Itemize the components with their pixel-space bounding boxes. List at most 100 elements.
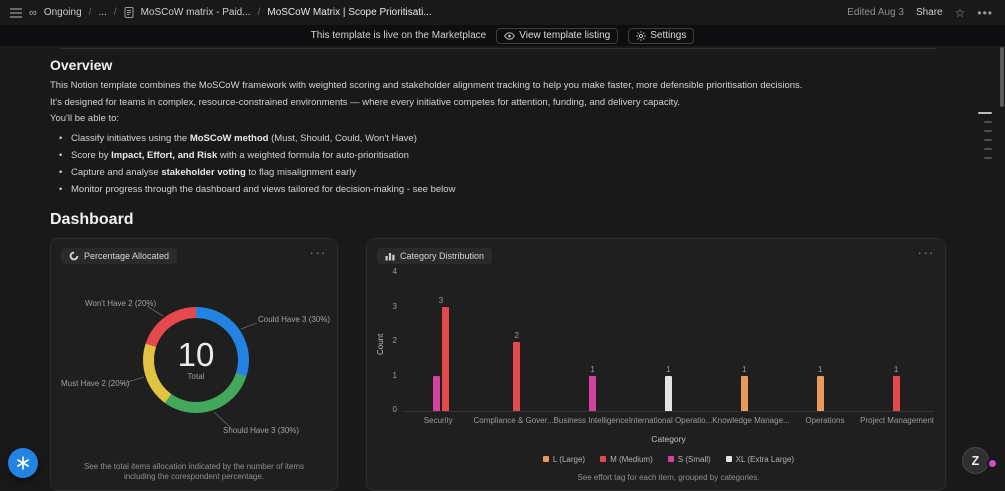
breadcrumb-separator: / [88,7,92,18]
legend-label: L (Large) [552,454,586,464]
bullet-item: Score by Impact, Effort, and Risk with a… [50,147,946,164]
card-menu-button[interactable]: ··· [309,244,327,260]
donut-total-value: 10 [177,336,215,373]
ai-assistant-button[interactable] [8,448,38,478]
donut-label-could-have: Could Have 3 (30%) [258,314,331,324]
overview-paragraph-1: This Notion template combines the MoSCoW… [50,80,803,91]
y-axis-title: Count [376,333,385,355]
x-tick-label: Security [423,415,453,425]
legend-label: XL (Extra Large) [735,454,795,464]
bullet-item: Monitor progress through the dashboard a… [50,181,946,198]
legend-item: L (Large) [542,454,586,464]
bar[interactable] [892,376,900,411]
overview-heading: Overview [50,57,113,73]
category-distribution-badge[interactable]: Category Distribution [377,247,493,264]
bar-group: 1 [706,274,782,411]
bar[interactable] [441,307,449,411]
outline-dash[interactable] [984,130,992,132]
bar-plot: Count 0 1 2 3 4 3 2 1 1 1 1 1 [376,267,934,414]
percentage-allocated-badge[interactable]: Percentage Allocated [61,247,178,264]
sparkle-icon [17,456,29,470]
settings-label: Settings [650,30,687,41]
bar[interactable] [740,376,748,411]
scrollbar-thumb[interactable] [1000,47,1004,107]
donut-total-label: Total [187,372,205,381]
percentage-allocated-card: Percentage Allocated ··· 10 Total Won't … [50,237,338,491]
share-button[interactable]: Share [915,7,943,18]
outline-dash[interactable] [984,148,992,150]
card-menu-button[interactable]: ··· [917,244,935,260]
bar[interactable] [664,376,672,411]
donut-card-caption: See the total items allocation indicated… [83,461,305,482]
bar-card-caption: See effort tag for each item, grouped by… [577,472,760,482]
bullet-item: Capture and analyse stakeholder voting t… [50,164,946,181]
breadcrumb-parent-page[interactable]: MoSCoW matrix - Paid... [140,7,251,18]
legend-item: S (Small) [667,454,711,464]
category-distribution-card: Category Distribution ··· Count 0 1 2 3 4 3 2… [366,237,946,491]
bullet-text: Classify initiatives using the [71,132,190,144]
breadcrumb-workspace[interactable]: Ongoing [43,7,82,18]
bullet-text: with a weighted formula for auto-priorit… [217,149,409,161]
notification-dot[interactable] [987,458,998,469]
legend-label: S (Small) [677,454,711,464]
edited-timestamp: Edited Aug 3 [847,7,904,18]
x-tick-label: International Operatio... [628,415,713,425]
y-tick-label: 0 [392,405,397,414]
outline-dash[interactable] [978,112,992,114]
bar[interactable] [513,341,521,411]
bar-group: 1 [782,274,858,411]
bullet-text: Monitor progress through the dashboard a… [71,183,456,195]
donut-chart: 10 Total Won't Have 2 (20%) Could Have 3… [51,264,337,460]
breadcrumb-current-page[interactable]: MoSCoW Matrix | Scope Prioritisati... [267,7,432,18]
widget-z-button[interactable]: Z [962,447,989,474]
outline-indicator[interactable] [978,112,992,159]
top-bar: ∞ Ongoing / ... / MoSCoW matrix - Paid..… [0,0,1005,25]
breadcrumb-separator: / [113,7,117,18]
bar[interactable] [589,376,597,411]
page-top-divider [60,48,936,49]
more-options-icon[interactable]: ••• [977,5,993,20]
bar-value-label: 1 [666,365,671,374]
page-content: Overview This Notion template combines t… [0,48,1005,491]
x-axis-labels: Security Compliance & Gover... Business In… [403,416,934,425]
teamspace-icon: ∞ [29,6,37,19]
bar-value-label: 1 [590,365,595,374]
eye-icon [504,31,516,40]
legend-swatch [725,456,732,462]
bar[interactable] [816,376,824,411]
bar[interactable] [432,376,440,411]
outline-dash[interactable] [984,157,992,159]
legend-swatch [667,456,674,462]
card-title: Percentage Allocated [84,250,170,261]
legend-swatch [542,456,549,462]
legend-swatch [600,456,607,462]
bullet-text: Capture and analyse [71,166,162,178]
favorite-star-icon[interactable]: ☆ [954,5,966,20]
bullet-text: to flag misalignment early [245,166,357,178]
x-tick-label: Business Intelligence [553,415,629,425]
legend-label: M (Medium) [610,454,653,464]
legend-item: XL (Extra Large) [725,454,795,464]
view-template-listing-button[interactable]: View template listing [496,27,619,44]
hamburger-icon [10,7,22,18]
x-tick-label: Project Management [860,415,934,425]
outline-dash[interactable] [984,121,992,123]
settings-button[interactable]: Settings [628,27,695,44]
y-tick-label: 1 [392,370,397,380]
bar-value-label: 1 [893,365,899,374]
bullet-item: Classify initiatives using the MoSCoW me… [50,130,946,147]
breadcrumb-ellipsis[interactable]: ... [98,7,107,18]
bar-value-label: 2 [514,330,519,340]
bullet-bold-text: stakeholder voting [161,166,246,178]
sidebar-toggle-button[interactable] [10,7,22,18]
view-template-listing-label: View template listing [519,30,611,41]
page-icon [124,7,134,18]
card-title: Category Distribution [400,250,485,261]
marketplace-banner: This template is live on the Marketplace… [0,25,1005,46]
bar-value-label: 1 [817,365,823,374]
breadcrumb-separator: / [257,7,261,18]
y-tick-label: 3 [392,301,397,311]
outline-dash[interactable] [984,139,992,141]
bullet-text: (Must, Should, Could, Won't Have) [268,132,417,144]
donut-leader-lines [120,305,258,428]
